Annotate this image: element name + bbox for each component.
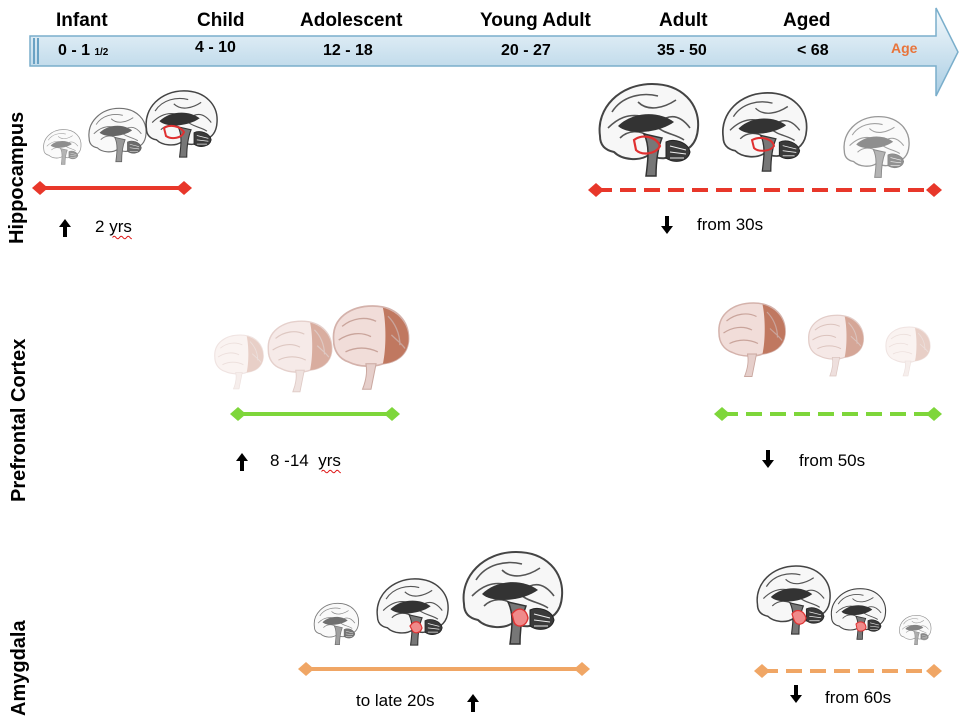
prefrontal-decline-note: from 50s xyxy=(799,451,866,470)
stage-age-aged: < 68 xyxy=(797,42,829,59)
stage-age-young-adult: 20 - 27 xyxy=(501,42,551,59)
brain-lateral-icon xyxy=(808,314,865,377)
age-timeline-arrow xyxy=(29,7,959,97)
stage-name-aged: Aged xyxy=(783,10,831,31)
brain-sagittal-icon xyxy=(756,565,831,635)
amygdala-growth-note: to late 20s xyxy=(356,691,435,710)
down-arrow-icon xyxy=(661,216,673,234)
brain-sagittal-icon xyxy=(88,107,147,163)
brain-sagittal-icon xyxy=(830,588,887,640)
brain-sagittal-icon xyxy=(843,115,910,179)
brain-sagittal-icon xyxy=(598,83,700,177)
prefrontal-growth-note: 8 -14 yrs xyxy=(270,451,341,470)
brain-sagittal-icon xyxy=(376,578,449,646)
brain-sagittal-icon xyxy=(43,129,82,165)
stage-name-adult: Adult xyxy=(659,10,708,31)
axis-age-label: Age xyxy=(891,40,918,56)
stage-age-adolescent: 12 - 18 xyxy=(323,42,373,59)
brain-lateral-icon xyxy=(214,334,264,390)
up-arrow-icon xyxy=(467,694,479,712)
stage-name-child: Child xyxy=(197,10,245,31)
stage-name-adolescent: Adolescent xyxy=(300,10,403,31)
brain-sagittal-icon xyxy=(462,551,564,645)
up-arrow-icon xyxy=(59,219,71,237)
brain-lateral-icon xyxy=(885,326,931,377)
stage-age-adult: 35 - 50 xyxy=(657,42,707,59)
down-arrow-icon xyxy=(790,685,802,703)
amygdala-decline-note: from 60s xyxy=(825,688,892,707)
stage-age-child: 4 - 10 xyxy=(195,39,236,56)
up-arrow-icon xyxy=(236,453,248,471)
brain-sagittal-icon xyxy=(313,602,360,646)
stage-name-infant: Infant xyxy=(56,10,108,31)
down-arrow-icon xyxy=(762,450,774,468)
brain-lateral-icon xyxy=(718,302,786,378)
brain-lateral-icon xyxy=(332,305,410,391)
brain-sagittal-icon xyxy=(721,92,808,172)
hippocampus-decline-note: from 30s xyxy=(697,215,764,234)
stage-name-young-adult: Young Adult xyxy=(480,10,591,31)
brain-lateral-icon xyxy=(267,320,333,393)
hippocampus-growth-note: 2 yrs xyxy=(95,217,132,236)
stage-age-infant: 0 - 1 1/2 xyxy=(58,42,109,59)
brain-sagittal-icon xyxy=(145,90,218,158)
brain-sagittal-icon xyxy=(899,614,932,646)
